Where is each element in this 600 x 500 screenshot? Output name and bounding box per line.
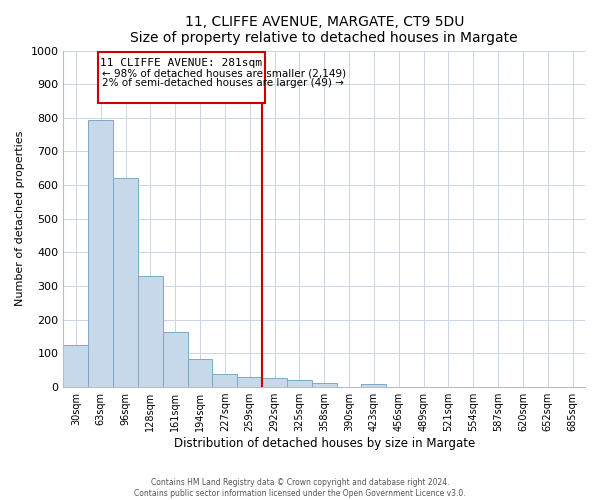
Bar [212,374,237,387]
Text: ← 98% of detached houses are smaller (2,149): ← 98% of detached houses are smaller (2,… [102,68,346,78]
Bar [312,383,337,387]
Bar [64,345,88,387]
Bar [163,332,188,387]
Bar [237,377,262,387]
Bar [262,378,287,387]
Text: Contains HM Land Registry data © Crown copyright and database right 2024.
Contai: Contains HM Land Registry data © Crown c… [134,478,466,498]
Text: 11 CLIFFE AVENUE: 281sqm: 11 CLIFFE AVENUE: 281sqm [100,58,262,68]
Bar [188,360,212,387]
Bar [88,120,113,387]
FancyBboxPatch shape [98,52,265,102]
Y-axis label: Number of detached properties: Number of detached properties [15,131,25,306]
Title: 11, CLIFFE AVENUE, MARGATE, CT9 5DU
Size of property relative to detached houses: 11, CLIFFE AVENUE, MARGATE, CT9 5DU Size… [130,15,518,45]
X-axis label: Distribution of detached houses by size in Margate: Distribution of detached houses by size … [173,437,475,450]
Bar [361,384,386,387]
Bar [138,276,163,387]
Bar [287,380,312,387]
Text: 2% of semi-detached houses are larger (49) →: 2% of semi-detached houses are larger (4… [102,78,344,88]
Bar [113,178,138,387]
